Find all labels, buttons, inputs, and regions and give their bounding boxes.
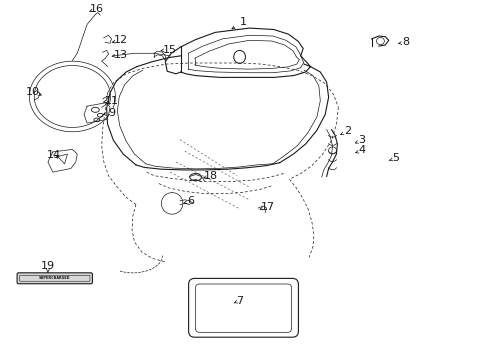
Text: SUPERCHARGED: SUPERCHARGED: [39, 276, 70, 280]
Text: 19: 19: [41, 261, 55, 271]
Text: 12: 12: [114, 35, 128, 45]
Text: 16: 16: [90, 4, 103, 14]
Text: 5: 5: [392, 153, 399, 163]
Text: 10: 10: [26, 87, 40, 97]
Text: 7: 7: [236, 296, 243, 306]
Text: 3: 3: [358, 135, 365, 145]
Text: 4: 4: [358, 145, 365, 156]
Text: 1: 1: [240, 17, 246, 27]
FancyBboxPatch shape: [17, 273, 92, 284]
Text: 9: 9: [108, 108, 115, 118]
Text: 6: 6: [187, 196, 194, 206]
Text: 2: 2: [343, 126, 350, 136]
Text: 18: 18: [204, 171, 218, 181]
Text: 15: 15: [163, 45, 177, 55]
Text: 11: 11: [104, 96, 118, 106]
Text: 8: 8: [402, 37, 408, 48]
Text: 13: 13: [114, 50, 128, 60]
Text: 17: 17: [261, 202, 274, 212]
Text: 14: 14: [47, 150, 61, 160]
